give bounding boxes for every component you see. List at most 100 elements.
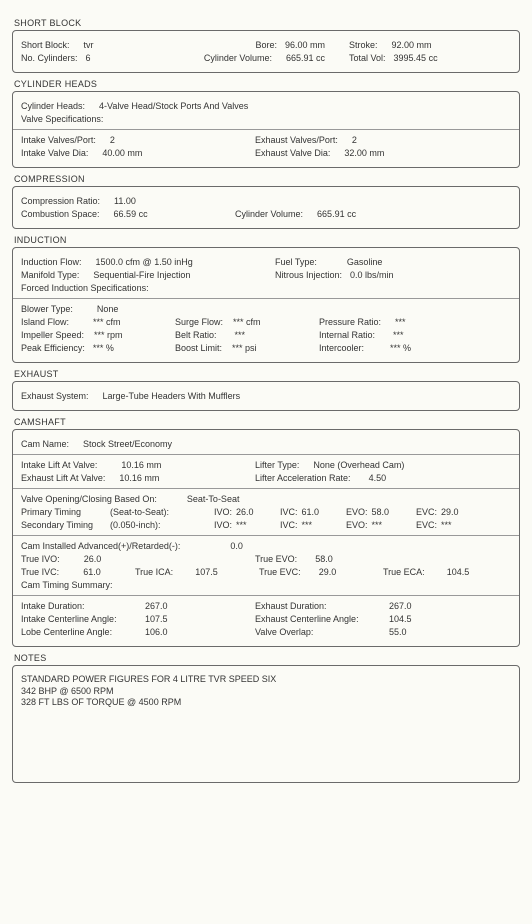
lifter-type-value: None (Overhead Cam) bbox=[313, 460, 404, 470]
true-eca-value: 104.5 bbox=[447, 567, 470, 577]
ivc-v2: *** bbox=[302, 520, 313, 530]
ratio-value: 11.00 bbox=[114, 196, 136, 206]
induction-box: Induction Flow:1500.0 cfm @ 1.50 inHg Fu… bbox=[12, 247, 520, 363]
in-cl-value: 107.5 bbox=[145, 614, 168, 624]
comb-value: 66.59 cc bbox=[114, 209, 148, 219]
lifter-acc-label: Lifter Acceleration Rate: bbox=[255, 473, 351, 483]
valve-spec-label: Valve Specifications: bbox=[21, 114, 103, 124]
ivc-label1: IVC: bbox=[280, 507, 298, 517]
true-ivc-value: 61.0 bbox=[83, 567, 101, 577]
exhaust-lift-label: Exhaust Lift At Valve: bbox=[21, 473, 105, 483]
boost-value: *** psi bbox=[232, 343, 257, 353]
evo-label1: EVO: bbox=[346, 507, 368, 517]
stroke-label: Stroke: bbox=[349, 40, 378, 50]
peak-label: Peak Efficiency: bbox=[21, 343, 85, 353]
ratio-label: Compression Ratio: bbox=[21, 196, 100, 206]
notes-title: NOTES bbox=[14, 653, 520, 663]
cyl-vol-label: Cylinder Volume: bbox=[204, 53, 272, 63]
true-eca-label: True ECA: bbox=[383, 567, 425, 577]
surge-value: *** cfm bbox=[233, 317, 261, 327]
intake-dia-label: Intake Valve Dia: bbox=[21, 148, 88, 158]
forced-label: Forced Induction Specifications: bbox=[21, 283, 149, 293]
lifter-acc-value: 4.50 bbox=[369, 473, 387, 483]
true-ica-value: 107.5 bbox=[195, 567, 218, 577]
intercooler-label: Intercooler: bbox=[319, 343, 364, 353]
cam-adv-value: 0.0 bbox=[230, 541, 243, 551]
bore-label: Bore: bbox=[255, 40, 277, 50]
short-block-title: SHORT BLOCK bbox=[14, 18, 520, 28]
no-cyl-value: 6 bbox=[86, 53, 91, 63]
exhaust-system-value: Large-Tube Headers With Mufflers bbox=[103, 391, 241, 401]
fuel-label: Fuel Type: bbox=[275, 257, 317, 267]
evc-v1: 29.0 bbox=[441, 507, 459, 517]
heads-label: Cylinder Heads: bbox=[21, 101, 85, 111]
secondary-label: Secondary Timing bbox=[21, 520, 93, 530]
cyl-vol-value: 665.91 cc bbox=[286, 53, 325, 63]
exhaust-system-label: Exhaust System: bbox=[21, 391, 89, 401]
surge-label: Surge Flow: bbox=[175, 317, 223, 327]
bore-value: 96.00 mm bbox=[285, 40, 325, 50]
nitrous-value: 0.0 lbs/min bbox=[350, 270, 394, 280]
lobe-cl-value: 106.0 bbox=[145, 627, 168, 637]
manifold-value: Sequential-Fire Injection bbox=[93, 270, 190, 280]
evo-v2: *** bbox=[372, 520, 383, 530]
exhaust-title: EXHAUST bbox=[14, 369, 520, 379]
lifter-type-label: Lifter Type: bbox=[255, 460, 299, 470]
ivo-label2: IVO: bbox=[214, 520, 232, 530]
voc-value: Seat-To-Seat bbox=[187, 494, 240, 504]
exhaust-dia-value: 32.00 mm bbox=[344, 148, 384, 158]
evc-label2: EVC: bbox=[416, 520, 437, 530]
boost-label: Boost Limit: bbox=[175, 343, 222, 353]
nitrous-label: Nitrous Injection: bbox=[275, 270, 342, 280]
exhaust-vp-label: Exhaust Valves/Port: bbox=[255, 135, 338, 145]
intake-dia-value: 40.00 mm bbox=[102, 148, 142, 158]
short-block-box: Short Block:tvr Bore:96.00 mm Stroke:92.… bbox=[12, 30, 520, 73]
compression-title: COMPRESSION bbox=[14, 174, 520, 184]
intake-lift-value: 10.16 mm bbox=[121, 460, 161, 470]
evo-label2: EVO: bbox=[346, 520, 368, 530]
cam-name-label: Cam Name: bbox=[21, 439, 69, 449]
evc-label1: EVC: bbox=[416, 507, 437, 517]
in-dur-label: Intake Duration: bbox=[21, 601, 131, 611]
ex-cl-label: Exhaust Centerline Angle: bbox=[255, 614, 375, 624]
summary-label: Cam Timing Summary: bbox=[21, 580, 113, 590]
cylinder-heads-title: CYLINDER HEADS bbox=[14, 79, 520, 89]
ex-cl-value: 104.5 bbox=[389, 614, 412, 624]
comb-label: Combustion Space: bbox=[21, 209, 100, 219]
ex-dur-label: Exhaust Duration: bbox=[255, 601, 375, 611]
blower-label: Blower Type: bbox=[21, 304, 73, 314]
overlap-value: 55.0 bbox=[389, 627, 407, 637]
camshaft-title: CAMSHAFT bbox=[14, 417, 520, 427]
exhaust-box: Exhaust System: Large-Tube Headers With M… bbox=[12, 381, 520, 411]
cylinder-heads-box: Cylinder Heads: 4-Valve Head/Stock Ports … bbox=[12, 91, 520, 168]
short-block-label: Short Block: bbox=[21, 40, 70, 50]
primary-label: Primary Timing bbox=[21, 507, 81, 517]
exhaust-vp-value: 2 bbox=[352, 135, 357, 145]
internal-value: *** bbox=[393, 330, 404, 340]
flow-value: 1500.0 cfm @ 1.50 inHg bbox=[96, 257, 193, 267]
intake-lift-label: Intake Lift At Valve: bbox=[21, 460, 97, 470]
intercooler-value: *** % bbox=[390, 343, 411, 353]
notes-line1: STANDARD POWER FIGURES FOR 4 LITRE TVR S… bbox=[21, 674, 511, 686]
cam-adv-label: Cam Installed Advanced(+)/Retarded(-): bbox=[21, 541, 180, 551]
heads-value: 4-Valve Head/Stock Ports And Valves bbox=[99, 101, 248, 111]
pressure-label: Pressure Ratio: bbox=[319, 317, 381, 327]
true-ivc-label: True IVC: bbox=[21, 567, 59, 577]
true-ivo-label: True IVO: bbox=[21, 554, 60, 564]
total-vol-value: 3995.45 cc bbox=[394, 53, 438, 63]
comp-cyl-vol-value: 665.91 cc bbox=[317, 209, 356, 219]
no-cyl-label: No. Cylinders: bbox=[21, 53, 78, 63]
primary-sub: (Seat-to-Seat): bbox=[110, 507, 169, 517]
true-evc-value: 29.0 bbox=[319, 567, 337, 577]
evc-v2: *** bbox=[441, 520, 452, 530]
true-evo-label: True EVO: bbox=[255, 554, 297, 564]
comp-cyl-vol-label: Cylinder Volume: bbox=[235, 209, 303, 219]
peak-value: *** % bbox=[93, 343, 114, 353]
ivc-label2: IVC: bbox=[280, 520, 298, 530]
secondary-sub: (0.050-inch): bbox=[110, 520, 161, 530]
voc-label: Valve Opening/Closing Based On: bbox=[21, 494, 157, 504]
ivc-v1: 61.0 bbox=[302, 507, 320, 517]
in-cl-label: Intake Centerline Angle: bbox=[21, 614, 131, 624]
ivo-v1: 26.0 bbox=[236, 507, 254, 517]
overlap-label: Valve Overlap: bbox=[255, 627, 375, 637]
